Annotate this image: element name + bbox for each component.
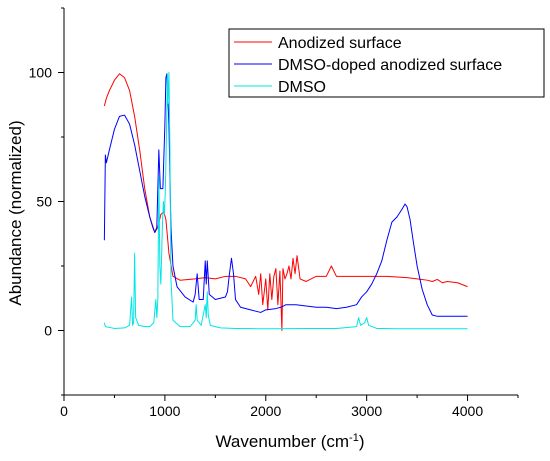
legend-label-0: Anodized surface [278, 35, 402, 52]
y-tick-label: 0 [44, 323, 52, 339]
legend-label-2: DMSO [278, 79, 326, 96]
x-axis-title-tail: ) [359, 432, 365, 451]
legend-label-1: DMSO-doped anodized surface [278, 57, 502, 74]
x-tick-label: 1000 [149, 403, 180, 419]
x-axis-title-main: Wavenumber (cm [216, 432, 350, 451]
y-tick-label: 50 [36, 194, 52, 210]
x-tick-label: 3000 [351, 403, 382, 419]
legend: Anodized surface DMSO-doped anodized surf… [228, 28, 545, 98]
x-tick-label: 0 [60, 403, 68, 419]
axes: 0 1000 2000 3000 4000 0 50 100 [29, 7, 519, 419]
x-axis-title: Wavenumber (cm-1) [216, 432, 365, 451]
x-tick-label: 2000 [250, 403, 281, 419]
legend-box [228, 28, 545, 98]
x-tick-label: 4000 [452, 403, 483, 419]
series-line-2 [103, 72, 468, 330]
x-axis-title-superscript: -1 [349, 432, 359, 444]
series-layer [103, 72, 468, 331]
y-axis-title: Abundance (normalized) [6, 120, 25, 305]
series-line-1 [103, 73, 468, 317]
y-tick-label: 100 [29, 65, 53, 81]
